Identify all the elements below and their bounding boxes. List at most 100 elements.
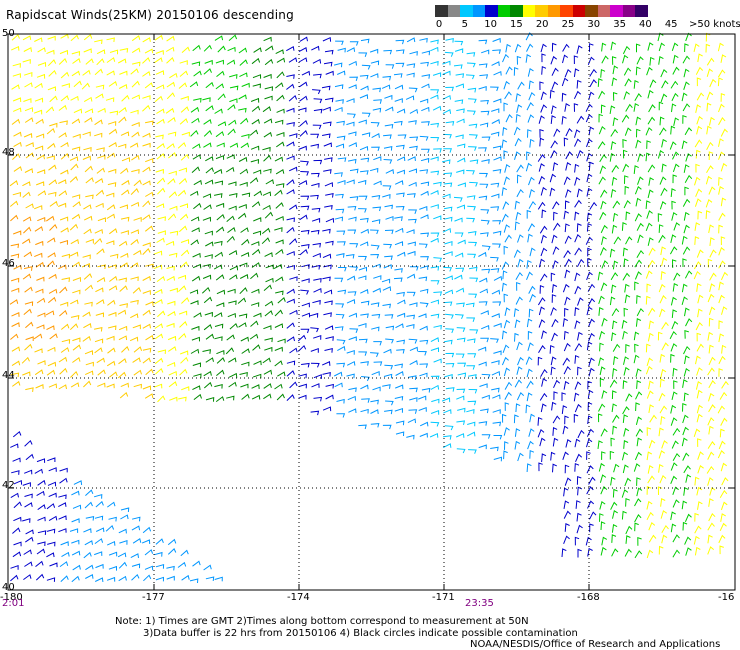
wind-barb [337,180,346,185]
wind-barb [574,211,580,221]
wind-barb [192,143,201,149]
wind-barb [539,273,548,282]
wind-barb [433,291,443,296]
wind-barb [289,381,298,389]
wind-barb [321,361,331,366]
wind-barb [228,119,237,126]
wind-barb [229,274,238,280]
wind-barb [35,261,45,268]
wind-barb [12,73,21,78]
wind-barb [69,528,79,533]
wind-barb [407,241,416,247]
wind-barb [216,357,226,364]
wind-barb [385,338,394,344]
wind-barb [107,121,117,126]
wind-barb [181,131,190,137]
wind-barb [240,117,249,125]
wind-barb [133,369,142,376]
wind-barb [493,435,503,440]
wind-barb [646,485,652,495]
wind-barb [526,209,532,219]
wind-barb [576,149,584,159]
wind-barb [681,296,688,306]
wind-barb [576,188,583,198]
wind-barb [370,253,380,259]
wind-barb [61,551,70,558]
wind-barb [263,393,272,400]
wind-barb [707,534,713,544]
wind-barb [502,344,510,353]
wind-barb [601,260,609,269]
wind-barb [144,565,154,571]
wind-barb [370,409,379,414]
wind-barb [514,428,521,437]
wind-barb [683,164,690,173]
wind-barb [682,402,687,412]
wind-barb [646,451,653,461]
legend-label: 35 [613,19,626,30]
wind-barb [168,370,177,376]
wind-barb [178,167,187,173]
wind-barb [311,182,320,188]
wind-barb [348,60,357,66]
wind-barb [454,274,463,280]
wind-barb [539,284,545,294]
wind-barb [72,344,82,351]
wind-barb [384,94,393,100]
wind-barb [658,464,664,473]
wind-barb [672,486,679,495]
wind-barb [430,46,439,52]
wind-barb [226,235,235,243]
wind-barb [660,271,666,280]
wind-barb [191,275,201,282]
wind-barb [661,534,668,544]
wind-barb [587,547,593,557]
wind-barb [83,228,92,235]
wind-barb [58,515,67,521]
wind-barb [564,464,570,474]
wind-barb [529,449,535,459]
wind-barb [503,150,508,159]
wind-barb [336,413,346,418]
wind-barb [118,106,127,113]
wind-barb [85,361,94,367]
wind-barb [395,431,405,437]
wind-barb [395,323,404,329]
wind-barb [385,325,395,331]
wind-barb [671,103,677,113]
wind-barb [430,421,440,427]
wind-barb [419,288,429,294]
wind-barb [394,120,403,126]
wind-barb [252,83,261,89]
wind-barb [517,234,524,243]
wind-barb [215,155,225,160]
wind-barb [430,190,439,195]
wind-barb [645,295,651,305]
wind-barb [682,521,688,531]
wind-barb [383,134,392,140]
wind-barb [371,146,380,152]
wind-barb [480,110,490,116]
wind-barb [397,299,406,305]
wind-barb [58,264,67,270]
wind-barb [430,137,440,142]
wind-barb [563,250,571,258]
wind-barb [131,516,141,522]
wind-barb [191,336,200,342]
wind-barb [442,443,452,449]
wind-barb [576,512,582,522]
wind-barb [167,311,176,317]
wind-barb [83,551,92,559]
wind-barb [47,191,57,197]
wind-barb [574,381,582,390]
wind-barb [157,395,166,403]
wind-barb [131,525,141,531]
wind-barb [286,322,295,329]
wind-barb [660,498,666,507]
wind-barb [167,116,176,123]
wind-barb [10,492,19,499]
wind-barb [493,156,502,162]
wind-barb [419,205,428,211]
wind-barb [22,482,31,487]
wind-barb [214,35,224,41]
